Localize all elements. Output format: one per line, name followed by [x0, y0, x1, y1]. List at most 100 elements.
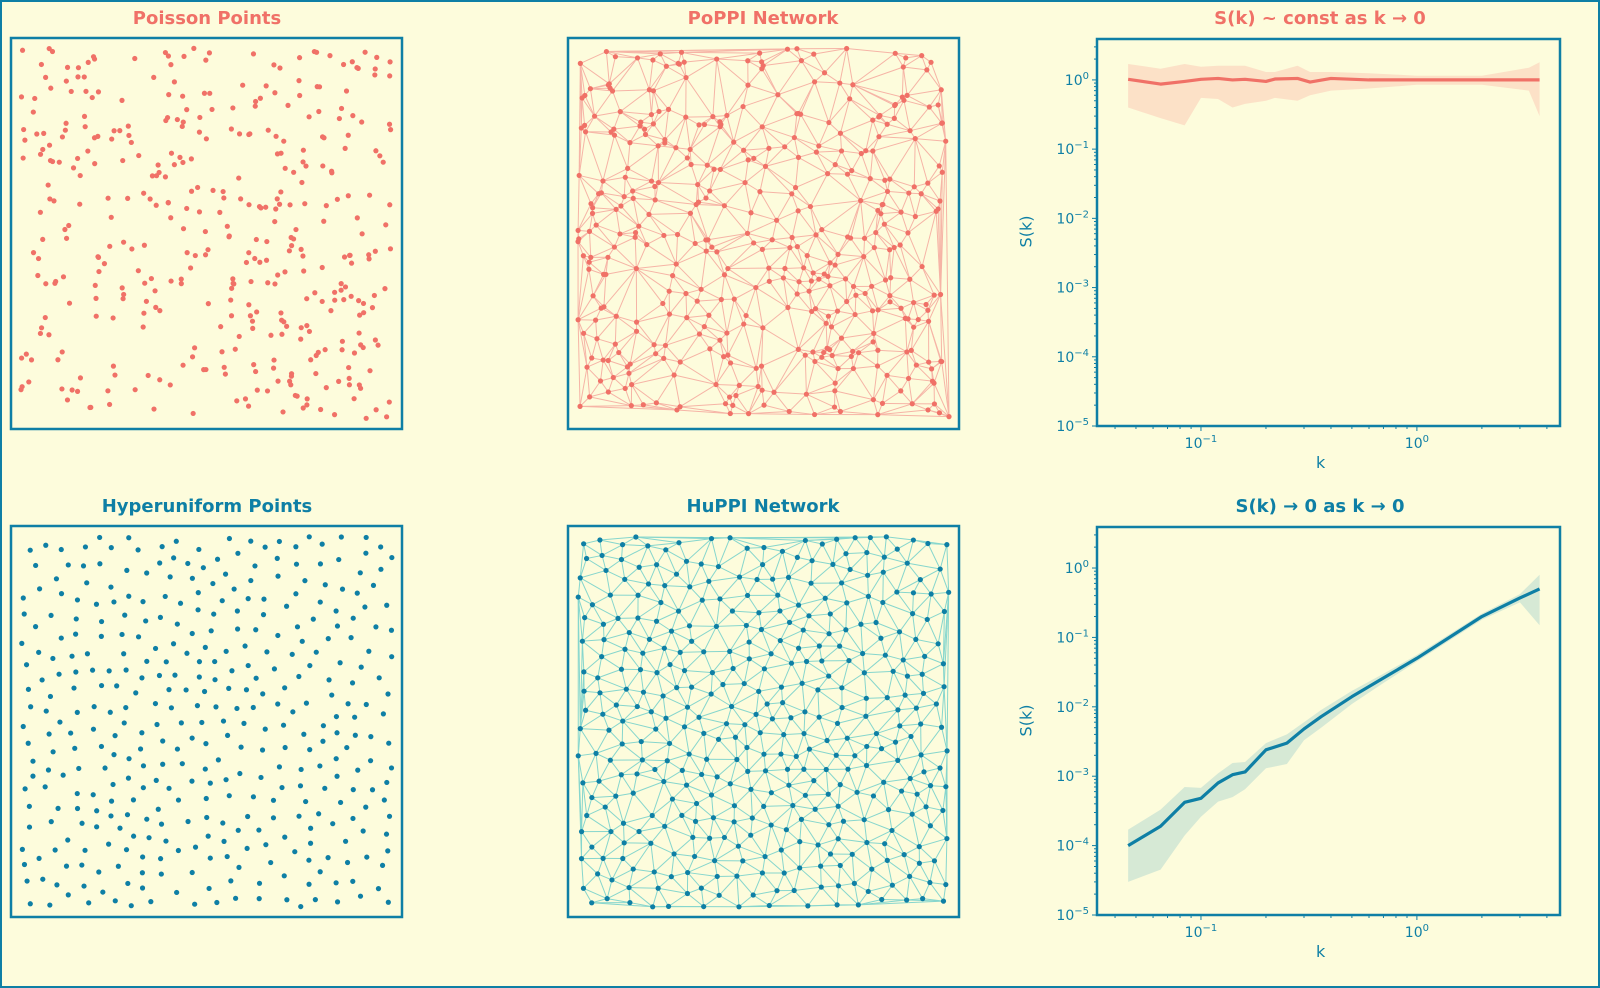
- data-point: [701, 324, 707, 330]
- network-edge: [577, 241, 592, 258]
- network-edge: [868, 884, 893, 892]
- network-edge: [684, 670, 693, 688]
- data-point: [620, 820, 627, 826]
- network-edge: [579, 63, 586, 96]
- network-edge: [801, 818, 829, 826]
- data-point: [756, 688, 762, 694]
- network-edge: [945, 838, 948, 885]
- data-point: [847, 235, 854, 241]
- network-edge: [817, 689, 820, 718]
- network-edge: [914, 138, 929, 184]
- network-edge: [940, 141, 947, 295]
- data-point: [835, 365, 841, 372]
- data-point: [663, 715, 669, 721]
- network-edge: [920, 750, 948, 756]
- data-point: [771, 389, 777, 395]
- network-edge: [772, 551, 783, 580]
- network-edge: [716, 58, 728, 116]
- data-point: [741, 680, 747, 687]
- data-point: [349, 59, 355, 65]
- network-edge: [653, 313, 670, 345]
- network-edge: [583, 543, 603, 556]
- data-point: [898, 388, 904, 394]
- data-point: [355, 767, 361, 773]
- network-edge: [793, 114, 802, 138]
- data-point: [50, 655, 56, 662]
- network-edge: [729, 759, 738, 784]
- y-tick-exponent: −1: [1074, 140, 1089, 151]
- data-point: [800, 627, 806, 633]
- data-point: [354, 590, 360, 596]
- data-point: [691, 853, 698, 860]
- network-edge: [942, 786, 947, 811]
- data-point: [852, 753, 858, 759]
- network-edge: [913, 320, 929, 328]
- network-edge: [777, 577, 789, 596]
- data-point: [293, 591, 299, 597]
- network-edge: [838, 838, 867, 844]
- network-edge: [891, 830, 905, 855]
- network-edge: [763, 754, 767, 771]
- network-edge: [760, 629, 772, 654]
- data-point: [362, 49, 368, 55]
- data-point: [616, 349, 622, 356]
- data-point: [375, 342, 381, 348]
- data-point: [108, 584, 114, 590]
- data-point: [105, 195, 111, 201]
- network-edge: [782, 539, 806, 552]
- data-point: [687, 146, 693, 153]
- network-edge: [755, 327, 764, 369]
- network-edge: [596, 338, 604, 361]
- data-point: [145, 372, 151, 379]
- data-point: [741, 321, 747, 327]
- network-edge: [821, 885, 839, 888]
- data-point: [626, 629, 632, 636]
- network-edge: [827, 173, 848, 175]
- network-edge: [755, 287, 789, 308]
- network-edge: [846, 595, 869, 604]
- y-axis-label-top: S(k): [1016, 215, 1036, 248]
- data-point: [385, 691, 391, 697]
- network-edge: [783, 872, 795, 891]
- network-edge: [583, 887, 608, 900]
- data-point: [794, 244, 800, 250]
- data-point: [762, 768, 769, 774]
- hyperuniform-points-panel-frame: [9, 524, 404, 919]
- network-edge: [846, 602, 862, 625]
- data-point: [923, 804, 929, 810]
- network-edge: [799, 819, 802, 842]
- data-point: [709, 670, 715, 676]
- network-edge: [724, 821, 735, 838]
- network-edge: [716, 232, 748, 253]
- network-edge: [795, 187, 811, 207]
- network-edge: [583, 656, 602, 673]
- data-point: [75, 74, 81, 80]
- network-edge: [804, 540, 813, 561]
- data-point: [775, 592, 781, 598]
- data-point: [265, 127, 271, 133]
- data-point: [581, 541, 587, 547]
- data-point: [933, 208, 939, 214]
- network-edge: [656, 610, 679, 622]
- data-point: [761, 402, 767, 408]
- network-edge: [854, 882, 869, 892]
- data-point: [829, 352, 835, 359]
- network-edge: [809, 206, 817, 235]
- data-point: [846, 657, 852, 664]
- network-edge: [918, 862, 931, 883]
- network-edge: [921, 193, 941, 202]
- network-edge: [892, 671, 906, 696]
- network-edge: [689, 213, 696, 244]
- data-point: [66, 222, 72, 229]
- data-point: [299, 638, 305, 644]
- network-edge: [903, 99, 930, 108]
- network-edge: [578, 128, 582, 176]
- network-edge: [845, 553, 851, 570]
- data-point: [249, 318, 256, 324]
- network-edge: [652, 90, 660, 112]
- network-edge: [821, 229, 848, 238]
- network-edge: [747, 60, 763, 70]
- network-edge: [689, 149, 708, 166]
- network-edge: [798, 151, 817, 158]
- data-point: [18, 94, 25, 100]
